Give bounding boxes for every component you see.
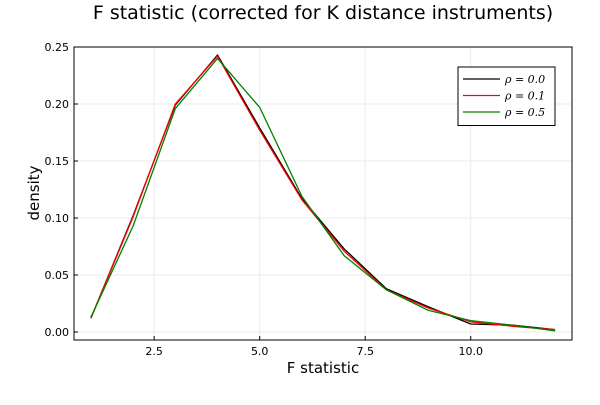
y-tick-label: 0.05 [45, 269, 70, 282]
legend-label: ρ = 0.5 [504, 106, 545, 119]
y-tick-label: 0.00 [45, 326, 70, 339]
legend-label: ρ = 0.1 [504, 90, 545, 103]
x-axis-label: F statistic [287, 359, 359, 377]
x-tick-label: 2.5 [145, 345, 163, 358]
y-axis-label: density [25, 165, 43, 220]
legend: ρ = 0.0 ρ = 0.1 ρ = 0.5 [457, 66, 556, 126]
chart-title: F statistic (corrected for K distance in… [93, 2, 553, 24]
x-tick-label: 7.5 [356, 345, 374, 358]
plot-frame [73, 46, 573, 341]
legend-box [457, 66, 556, 126]
x-tick-label: 5.0 [251, 345, 269, 358]
series-layer [90, 54, 556, 332]
y-axis: 0.00 0.05 0.10 0.15 0.20 0.25 [45, 41, 78, 339]
y-tick-label: 0.25 [45, 41, 70, 54]
y-tick-label: 0.15 [45, 155, 70, 168]
legend-label: ρ = 0.0 [504, 73, 545, 86]
x-tick-label: 10.0 [458, 345, 483, 358]
x-axis: 2.5 5.0 7.5 10.0 [145, 336, 483, 358]
y-tick-label: 0.10 [45, 212, 70, 225]
series-line [90, 57, 556, 332]
y-tick-label: 0.20 [45, 98, 70, 111]
